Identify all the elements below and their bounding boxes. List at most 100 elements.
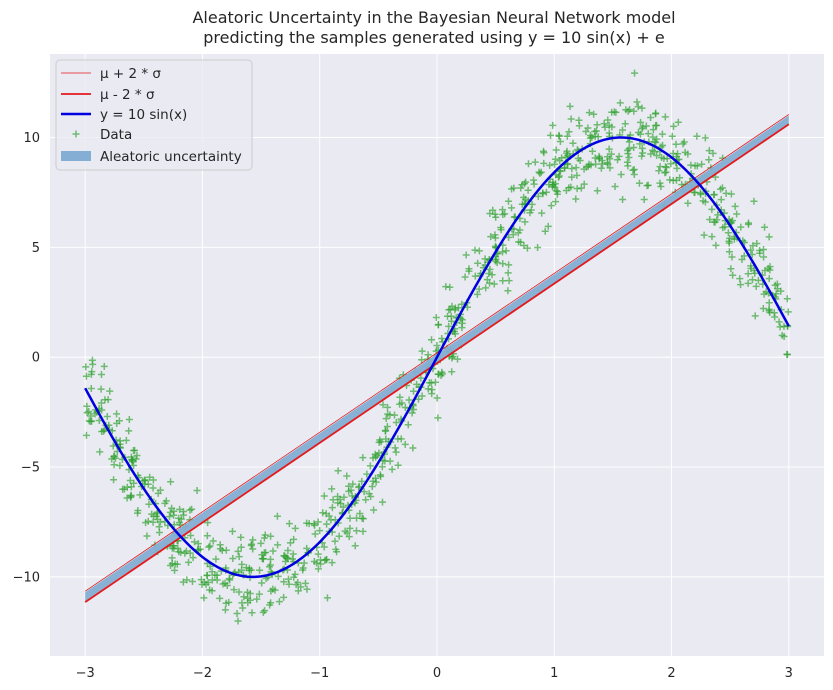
data-point [668,132,676,140]
data-point [434,321,442,329]
data-point [255,590,263,598]
data-point [334,467,342,475]
data-point [235,553,243,561]
data-point [375,449,383,457]
data-point [418,356,426,364]
data-point [635,179,643,187]
data-point [185,558,193,566]
data-point [119,485,127,493]
data-point [319,509,327,517]
data-point [679,140,687,148]
data-point [454,355,462,363]
data-point [486,265,494,273]
data-point [684,150,692,158]
data-point [396,393,404,401]
data-point [267,587,275,595]
data-point [546,161,554,169]
data-point [593,187,601,195]
data-point [177,548,185,556]
data-point [541,227,549,235]
data-point [391,444,399,452]
data-point [597,164,605,172]
data-point [368,482,376,490]
data-point [753,240,761,248]
data-point [145,500,153,508]
data-point [475,247,483,255]
data-point [521,180,529,188]
data-point [329,496,337,504]
data-point [497,223,505,231]
data-point [504,269,512,277]
data-point [649,133,657,141]
data-point [216,594,224,602]
data-point [285,520,293,528]
data-point [626,106,634,114]
data-point [212,555,220,563]
data-point [721,223,729,231]
data-point [761,223,769,231]
data-point [673,164,681,172]
legend: μ + 2 * σ μ - 2 * σ y = 10 sin(x) Data Aleat… [55,59,253,171]
data-point [294,578,302,586]
data-point [555,132,563,140]
data-point [284,546,292,554]
legend-label: Data [100,127,132,143]
data-point [624,162,632,170]
data-point [631,69,639,77]
data-point [760,290,768,298]
data-point [234,547,242,555]
grid-lines [50,54,824,656]
data-point [752,282,760,290]
data-point [88,417,96,425]
data-point [417,374,425,382]
data-point [655,167,663,175]
data-point [765,275,773,283]
data-point [392,448,400,456]
data-point [370,506,378,514]
data-point [594,133,602,141]
data-point [165,513,173,521]
chart-title: Aleatoric Uncertainty in the Bayesian Ne… [0,8,833,48]
y-tick-label: −5 [21,461,40,476]
data-point [128,455,136,463]
data-point [204,578,212,586]
data-point [740,252,748,260]
data-point [658,130,666,138]
data-point [206,542,214,550]
data-point [179,578,187,586]
data-point [97,399,105,407]
data-point [535,168,543,176]
data-point [592,160,600,168]
data-point [428,390,436,398]
data-point [625,153,633,161]
data-point [630,166,638,174]
data-point [240,593,248,601]
data-point [649,126,657,134]
data-point [100,362,108,370]
data-point [462,251,470,259]
data-point [567,115,575,123]
data-point [394,461,402,469]
data-point [418,392,426,400]
data-point [638,152,646,160]
data-point [363,470,371,478]
data-point [661,169,669,177]
data-point [492,213,500,221]
data-point [630,107,638,115]
data-point [517,238,525,246]
data-point [340,493,348,501]
plot-content [82,69,792,625]
data-point [701,134,709,142]
data-point [149,518,157,526]
data-point [572,195,580,203]
data-point [619,196,627,204]
data-point [482,284,490,292]
data-point [761,267,769,275]
data-point [280,593,288,601]
data-point [82,363,90,371]
legend-handle-data [72,130,80,138]
data-point [744,270,752,278]
data-point [765,233,773,241]
data-point [425,379,433,387]
